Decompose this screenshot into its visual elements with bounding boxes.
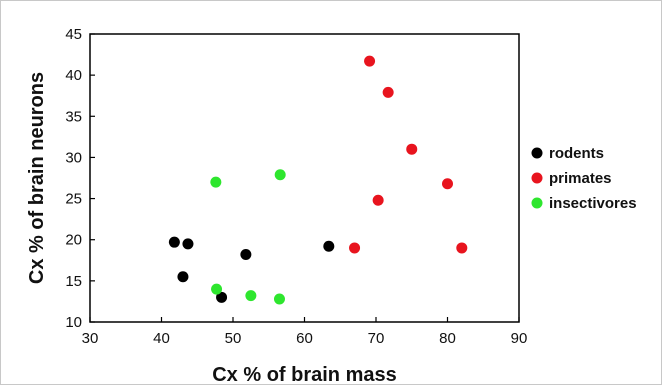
y-tick-label: 25 [65,191,82,208]
legend-label-insectivores: insectivores [549,195,637,212]
x-tick-label: 70 [368,330,385,347]
legend-marker-rodents [531,147,543,159]
x-tick-label: 60 [296,330,313,347]
x-tick-label: 40 [153,330,170,347]
data-points [168,55,468,305]
x-axis-label: Cx % of brain mass [212,364,397,384]
primates-point [456,242,468,254]
y-tick-label: 30 [65,149,82,166]
x-tick-label: 30 [82,330,99,347]
y-axis-label: Cx % of brain neurons [26,72,48,284]
x-axis-ticks: 30 40 50 60 70 80 90 [82,317,528,347]
insectivores-point [273,293,285,305]
rodents-point [216,291,228,303]
primates-point [382,86,394,98]
primates-point [442,178,453,190]
y-axis-ticks: 10 15 20 25 30 35 40 45 [65,26,95,331]
x-tick-label: 50 [225,330,242,347]
legend-marker-primates [531,172,543,184]
primates-point [372,194,384,206]
rodents-point [240,249,252,261]
insectivores-point [210,176,222,188]
legend: rodents primates insectivores [531,145,637,212]
y-tick-label: 40 [65,67,82,84]
y-tick-label: 45 [65,26,82,43]
y-tick-label: 15 [65,273,82,290]
insectivores-point [245,290,257,302]
plot-area [89,33,520,323]
rodents-point [323,240,335,252]
y-tick-label: 10 [65,314,82,331]
primates-point [349,242,361,254]
y-tick-label: 20 [65,232,82,249]
rodents-point [182,238,194,250]
primates-point [406,143,418,155]
insectivores-point [211,283,223,295]
x-tick-label: 80 [439,330,456,347]
legend-label-rodents: rodents [549,145,604,162]
x-tick-label: 90 [511,330,528,347]
y-tick-label: 35 [65,108,82,125]
insectivores-point [274,169,286,181]
legend-marker-insectivores [531,197,543,209]
primates-point [364,55,376,67]
legend-label-primates: primates [549,170,612,187]
rodents-point [177,271,189,283]
rodents-point [168,236,180,248]
